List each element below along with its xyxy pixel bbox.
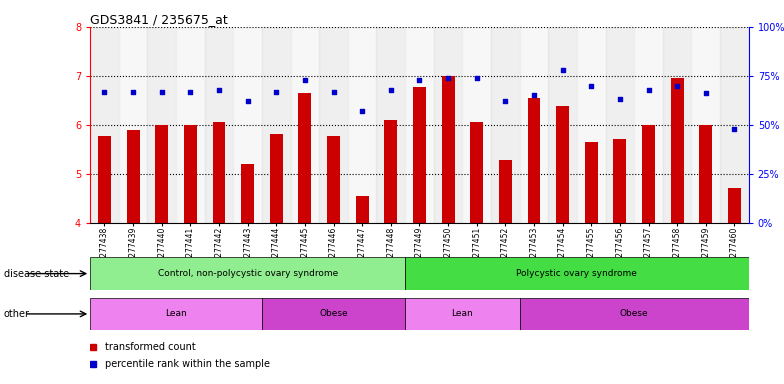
Point xyxy=(728,126,741,132)
Bar xyxy=(90,298,262,330)
Bar xyxy=(413,87,426,223)
Bar xyxy=(499,160,512,223)
Bar xyxy=(605,27,634,223)
Point xyxy=(499,98,512,104)
Bar xyxy=(528,98,540,223)
Text: GDS3841 / 235675_at: GDS3841 / 235675_at xyxy=(90,13,228,26)
Bar xyxy=(691,27,720,223)
Bar xyxy=(699,125,712,223)
Point xyxy=(442,75,455,81)
Point xyxy=(270,88,282,94)
Point xyxy=(299,77,311,83)
Bar xyxy=(463,27,491,223)
Point xyxy=(528,92,540,98)
Point xyxy=(327,88,339,94)
Bar xyxy=(728,189,741,223)
Bar xyxy=(384,120,397,223)
Bar xyxy=(405,298,520,330)
Point xyxy=(384,86,397,93)
Bar xyxy=(405,257,749,290)
Text: Lean: Lean xyxy=(165,310,187,318)
Point xyxy=(642,86,655,93)
Bar xyxy=(119,27,147,223)
Bar xyxy=(348,27,376,223)
Text: Lean: Lean xyxy=(452,310,474,318)
Bar xyxy=(642,125,655,223)
Text: disease state: disease state xyxy=(4,268,69,279)
Bar xyxy=(376,27,405,223)
Bar xyxy=(299,93,311,223)
Point xyxy=(127,88,140,94)
Bar xyxy=(319,27,348,223)
Bar xyxy=(634,27,662,223)
Bar xyxy=(613,139,626,223)
Point xyxy=(585,83,597,89)
Bar xyxy=(205,27,234,223)
Bar xyxy=(262,298,405,330)
Text: Polycystic ovary syndrome: Polycystic ovary syndrome xyxy=(517,269,637,278)
Point xyxy=(699,90,712,96)
Bar xyxy=(291,27,319,223)
Bar xyxy=(262,27,291,223)
Point xyxy=(413,77,426,83)
Bar xyxy=(491,27,520,223)
Point xyxy=(184,88,197,94)
Bar xyxy=(184,125,197,223)
Bar xyxy=(98,136,111,223)
Point xyxy=(470,75,483,81)
Bar xyxy=(241,164,254,223)
Text: other: other xyxy=(4,309,30,319)
Bar xyxy=(356,196,368,223)
Bar xyxy=(127,130,140,223)
Bar xyxy=(556,106,569,223)
Bar xyxy=(434,27,463,223)
Text: Control, non-polycystic ovary syndrome: Control, non-polycystic ovary syndrome xyxy=(158,269,338,278)
Bar xyxy=(327,136,340,223)
Bar xyxy=(270,134,283,223)
Bar xyxy=(585,142,597,223)
Bar xyxy=(670,78,684,223)
Text: percentile rank within the sample: percentile rank within the sample xyxy=(104,359,270,369)
Bar xyxy=(470,122,483,223)
Bar xyxy=(155,125,169,223)
Point xyxy=(212,86,225,93)
Text: Obese: Obese xyxy=(620,310,648,318)
Point xyxy=(557,67,569,73)
Bar xyxy=(577,27,605,223)
Bar xyxy=(520,298,749,330)
Bar xyxy=(90,27,119,223)
Bar xyxy=(234,27,262,223)
Bar xyxy=(405,27,434,223)
Point xyxy=(155,88,168,94)
Bar xyxy=(520,27,548,223)
Bar xyxy=(662,27,691,223)
Text: Obese: Obese xyxy=(319,310,348,318)
Bar xyxy=(212,122,226,223)
Bar xyxy=(720,27,749,223)
Bar xyxy=(548,27,577,223)
Bar xyxy=(176,27,205,223)
Point xyxy=(98,88,111,94)
Bar xyxy=(147,27,176,223)
Bar xyxy=(90,257,405,290)
Text: transformed count: transformed count xyxy=(104,341,195,352)
Point xyxy=(614,96,626,103)
Point xyxy=(671,83,684,89)
Bar xyxy=(441,76,455,223)
Point xyxy=(241,98,254,104)
Point xyxy=(356,108,368,114)
